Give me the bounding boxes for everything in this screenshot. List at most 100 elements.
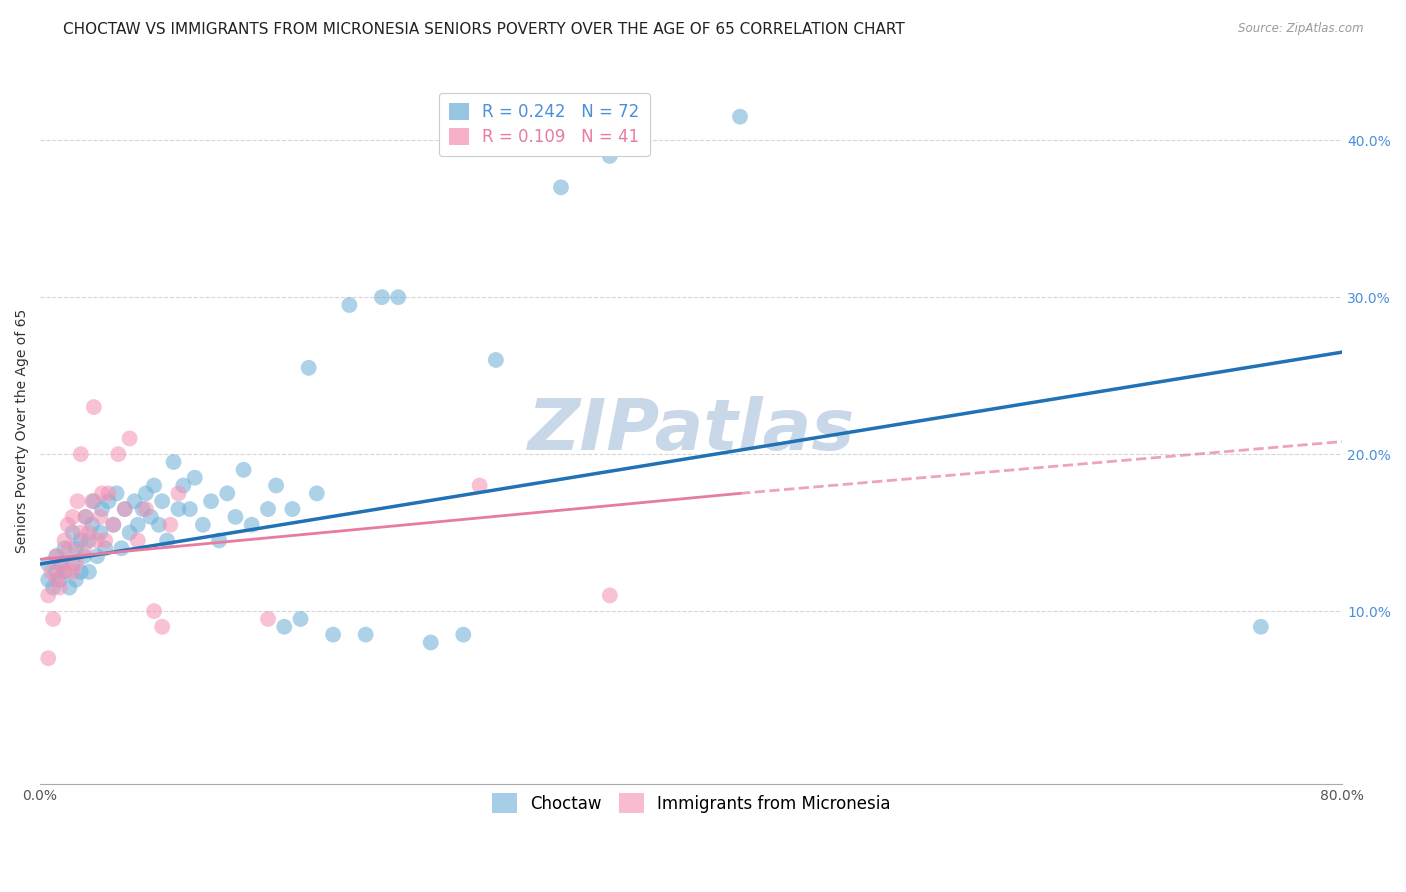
Point <box>83 494 105 508</box>
Point <box>599 149 621 163</box>
Point <box>82 494 104 508</box>
Point <box>110 541 132 556</box>
Legend: Choctaw, Immigrants from Micronesia: Choctaw, Immigrants from Micronesia <box>481 781 903 825</box>
Point <box>45 573 67 587</box>
Point <box>42 581 65 595</box>
Point <box>58 541 80 556</box>
Point <box>264 478 287 492</box>
Point <box>103 517 125 532</box>
Point <box>53 565 76 579</box>
Point <box>150 494 173 508</box>
Point <box>62 557 84 571</box>
Point <box>148 517 170 532</box>
Point <box>453 627 475 641</box>
Y-axis label: Seniors Poverty Over the Age of 65: Seniors Poverty Over the Age of 65 <box>15 309 30 553</box>
Point <box>419 635 441 649</box>
Point <box>37 588 59 602</box>
Point <box>371 290 394 304</box>
Point <box>305 486 328 500</box>
Point <box>257 612 280 626</box>
Point <box>73 541 96 556</box>
Point <box>105 486 128 500</box>
Point <box>91 502 114 516</box>
Point <box>37 557 59 571</box>
Point <box>37 651 59 665</box>
Point <box>107 447 129 461</box>
Point <box>51 557 73 571</box>
Point <box>124 494 146 508</box>
Point <box>150 620 173 634</box>
Point <box>48 581 70 595</box>
Point <box>89 525 111 540</box>
Point <box>485 353 508 368</box>
Point <box>45 549 67 563</box>
Point <box>86 533 108 548</box>
Point <box>135 502 157 516</box>
Point <box>65 573 87 587</box>
Point <box>86 549 108 563</box>
Point <box>75 509 97 524</box>
Point <box>143 478 166 492</box>
Point <box>217 486 239 500</box>
Point <box>83 400 105 414</box>
Point <box>45 565 67 579</box>
Point <box>179 502 201 516</box>
Point <box>53 533 76 548</box>
Point <box>62 565 84 579</box>
Point <box>97 494 120 508</box>
Point <box>69 565 91 579</box>
Point <box>354 627 377 641</box>
Point <box>143 604 166 618</box>
Point <box>162 455 184 469</box>
Point <box>127 533 149 548</box>
Point <box>167 486 190 500</box>
Point <box>69 533 91 548</box>
Point <box>139 509 162 524</box>
Point <box>75 509 97 524</box>
Point <box>298 360 321 375</box>
Text: ZIPatlas: ZIPatlas <box>527 396 855 465</box>
Point <box>77 525 100 540</box>
Point <box>118 525 141 540</box>
Point <box>73 549 96 563</box>
Point <box>65 541 87 556</box>
Point <box>42 612 65 626</box>
Point <box>337 298 360 312</box>
Point <box>77 533 100 548</box>
Point <box>58 581 80 595</box>
Point <box>224 509 246 524</box>
Point <box>550 180 572 194</box>
Point <box>172 478 194 492</box>
Point <box>77 565 100 579</box>
Point <box>208 533 231 548</box>
Point <box>159 517 181 532</box>
Point <box>62 509 84 524</box>
Point <box>387 290 409 304</box>
Point <box>257 502 280 516</box>
Point <box>41 565 63 579</box>
Point <box>273 620 295 634</box>
Point <box>69 525 91 540</box>
Point <box>290 612 312 626</box>
Point <box>191 517 214 532</box>
Point <box>118 432 141 446</box>
Point <box>281 502 304 516</box>
Point <box>94 533 117 548</box>
Point <box>94 541 117 556</box>
Point <box>97 486 120 500</box>
Point <box>114 502 136 516</box>
Point <box>200 494 222 508</box>
Point <box>62 525 84 540</box>
Point <box>69 447 91 461</box>
Point <box>468 478 491 492</box>
Point <box>114 502 136 516</box>
Text: CHOCTAW VS IMMIGRANTS FROM MICRONESIA SENIORS POVERTY OVER THE AGE OF 65 CORRELA: CHOCTAW VS IMMIGRANTS FROM MICRONESIA SE… <box>63 22 905 37</box>
Point <box>156 533 179 548</box>
Point <box>322 627 344 641</box>
Point <box>1250 620 1272 634</box>
Point <box>48 573 70 587</box>
Point <box>167 502 190 516</box>
Point <box>45 549 67 563</box>
Point <box>37 573 59 587</box>
Point <box>56 517 79 532</box>
